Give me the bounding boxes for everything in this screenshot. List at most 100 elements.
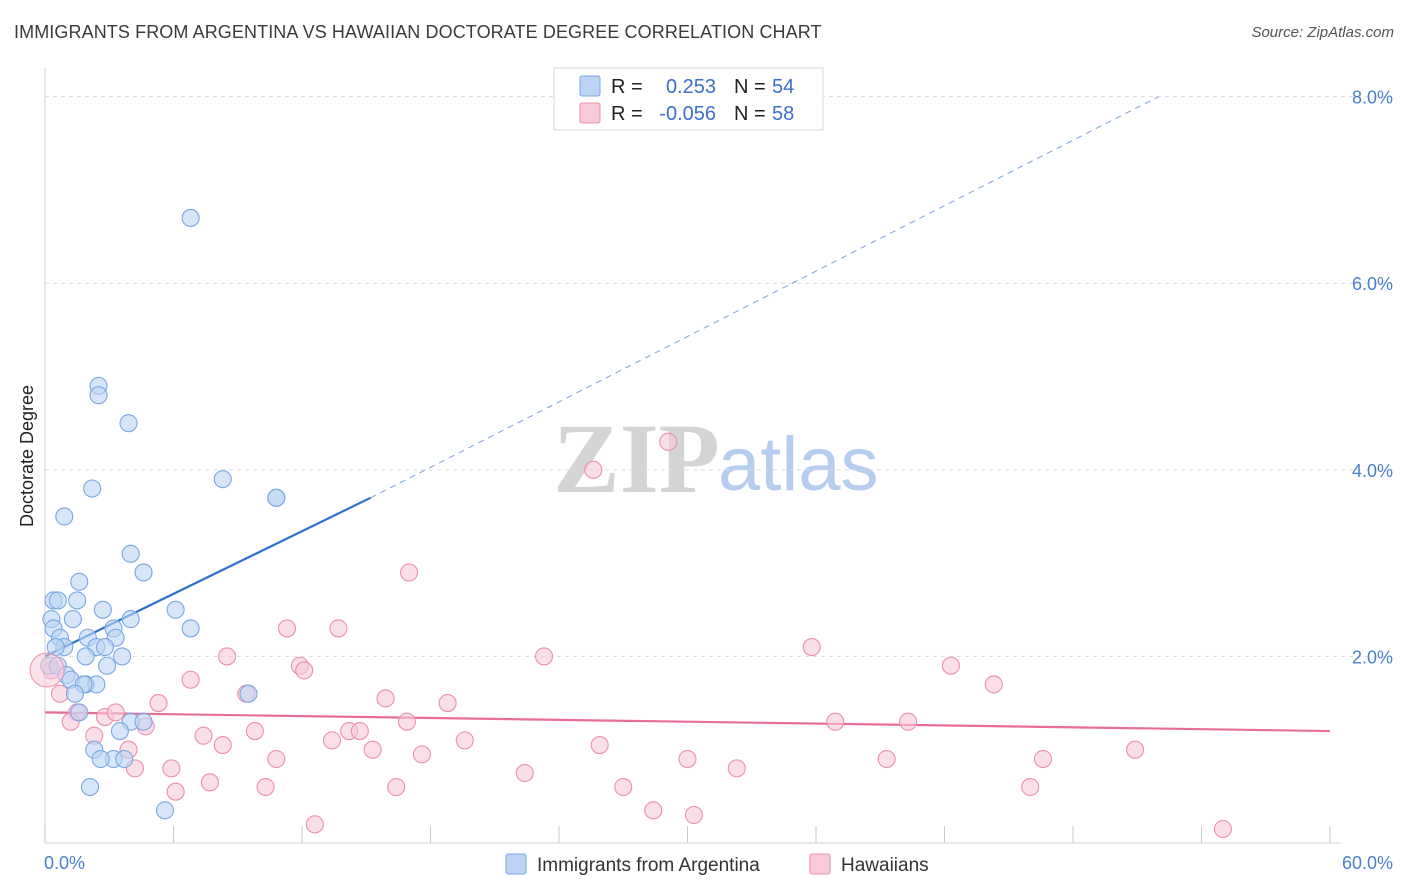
point-hawaiians-43 xyxy=(644,801,663,820)
point-hawaiians-27 xyxy=(329,619,348,638)
watermark-atlas: atlas xyxy=(718,422,879,507)
point-hawaiians-52 xyxy=(941,656,960,675)
y-axis-title: Doctorate Degree xyxy=(17,385,37,527)
chart-title: IMMIGRANTS FROM ARGENTINA VS HAWAIIAN DO… xyxy=(14,22,822,42)
point-hawaiians-34 xyxy=(400,563,419,582)
point-hawaiians-51 xyxy=(899,712,918,731)
point-hawaiians-22 xyxy=(277,619,297,638)
point-hawaiians-13 xyxy=(181,670,200,689)
point-argentina-48 xyxy=(115,749,134,769)
point-argentina-45 xyxy=(110,721,130,741)
point-argentina-2 xyxy=(89,386,108,405)
point-argentina-40 xyxy=(65,684,85,703)
point-hawaiians-25 xyxy=(305,815,324,834)
point-hawaiians-47 xyxy=(727,759,746,778)
point-hawaiians-44 xyxy=(659,432,678,451)
x-tick-label-min: 0.0% xyxy=(44,853,85,873)
point-argentina-14 xyxy=(68,591,87,610)
point-argentina-11 xyxy=(70,572,89,591)
legend-n-label-2: N = xyxy=(734,103,766,125)
point-hawaiians-49 xyxy=(826,712,845,731)
legend-swatch-hawaiians xyxy=(579,102,601,124)
y-tick-labels: 2.0% 4.0% 6.0% 8.0% xyxy=(1352,88,1393,668)
point-argentina-30 xyxy=(76,647,95,666)
point-argentina-51 xyxy=(155,801,174,820)
point-hawaiians-35 xyxy=(412,745,431,764)
point-argentina-17 xyxy=(121,610,140,629)
point-argentina-0 xyxy=(181,208,200,227)
point-hawaiians-15 xyxy=(200,773,219,792)
point-argentina-10 xyxy=(134,563,153,582)
point-hawaiians-54 xyxy=(1021,777,1040,797)
watermark-zip: ZIP xyxy=(553,403,720,514)
grid-lines xyxy=(45,96,1392,657)
point-argentina-44 xyxy=(134,712,153,731)
point-argentina-13 xyxy=(48,591,67,610)
point-argentina-16 xyxy=(166,600,185,619)
legend-n-label-1: N = xyxy=(734,76,766,98)
series-legend-swatch-argentina xyxy=(505,853,527,875)
point-hawaiians-41 xyxy=(590,735,609,755)
point-argentina-19 xyxy=(63,610,82,629)
legend-r-value-2: -0.056 xyxy=(659,103,716,125)
legend-n-value-2: 58 xyxy=(772,103,794,125)
point-hawaiians-50 xyxy=(877,749,896,769)
series-legend-label-argentina: Immigrants from Argentina xyxy=(537,855,760,876)
point-hawaiians-19 xyxy=(245,721,264,741)
point-hawaiians-56 xyxy=(1126,740,1145,759)
point-argentina-49 xyxy=(91,749,110,769)
y-tick-label-2: 6.0% xyxy=(1352,274,1393,294)
point-hawaiians-29 xyxy=(350,721,369,741)
trend-line-argentina xyxy=(44,496,372,658)
source-label: Source: ZipAtlas.com xyxy=(1251,24,1394,41)
point-hawaiians-40 xyxy=(584,460,603,479)
point-hawaiians-55 xyxy=(1033,749,1053,769)
series-legend: Immigrants from Argentina Hawaiians xyxy=(505,853,929,876)
axes xyxy=(44,68,1340,844)
point-argentina-7 xyxy=(267,488,286,507)
point-hawaiians-38 xyxy=(515,763,534,783)
point-hawaiians-20 xyxy=(256,777,275,797)
point-argentina-9 xyxy=(121,544,140,563)
point-hawaiians-30 xyxy=(363,740,382,759)
point-hawaiians-26 xyxy=(322,731,342,750)
y-tick-label-0: 2.0% xyxy=(1352,647,1393,667)
watermark: ZIP atlas xyxy=(553,403,879,514)
point-hawaiians-48 xyxy=(802,638,821,657)
point-argentina-42 xyxy=(70,703,89,722)
point-hawaiians-46 xyxy=(684,805,703,825)
point-hawaiians-57 xyxy=(1213,819,1232,839)
correlation-legend: R = 0.253 N = 54 R = -0.056 N = 58 xyxy=(553,67,824,131)
point-hawaiians-31 xyxy=(376,689,395,708)
data-points xyxy=(29,208,1232,839)
trend-line-argentina-projection xyxy=(370,96,1159,499)
y-tick-label-1: 4.0% xyxy=(1352,461,1393,481)
point-hawaiians-10 xyxy=(149,694,168,713)
legend-n-value-1: 54 xyxy=(772,76,794,98)
point-hawaiians-36 xyxy=(438,694,457,713)
point-hawaiians-11 xyxy=(162,759,181,778)
x-tick-label-max: 60.0% xyxy=(1342,853,1393,873)
legend-r-label-1: R = xyxy=(611,76,643,98)
point-argentina-34 xyxy=(98,656,117,675)
trend-line-hawaiians xyxy=(44,711,1331,733)
point-hawaiians-33 xyxy=(397,712,416,731)
point-argentina-5 xyxy=(83,479,102,498)
point-argentina-8 xyxy=(55,507,74,526)
point-hawaiians-32 xyxy=(387,777,406,797)
point-argentina-28 xyxy=(95,638,115,657)
point-hawaiians-37 xyxy=(455,731,474,750)
point-hawaiians-cluster xyxy=(29,652,65,688)
legend-r-value-1: 0.253 xyxy=(666,76,716,98)
point-argentina-50 xyxy=(80,777,100,797)
legend-swatch-argentina xyxy=(579,75,601,97)
point-hawaiians-14 xyxy=(194,726,213,745)
point-hawaiians-21 xyxy=(267,749,286,769)
point-hawaiians-42 xyxy=(614,777,633,797)
point-hawaiians-17 xyxy=(217,647,237,666)
point-argentina-41 xyxy=(239,684,258,703)
point-argentina-15 xyxy=(93,600,112,619)
point-argentina-3 xyxy=(119,414,138,433)
point-hawaiians-6 xyxy=(106,703,125,722)
legend-r-label-2: R = xyxy=(611,103,643,125)
